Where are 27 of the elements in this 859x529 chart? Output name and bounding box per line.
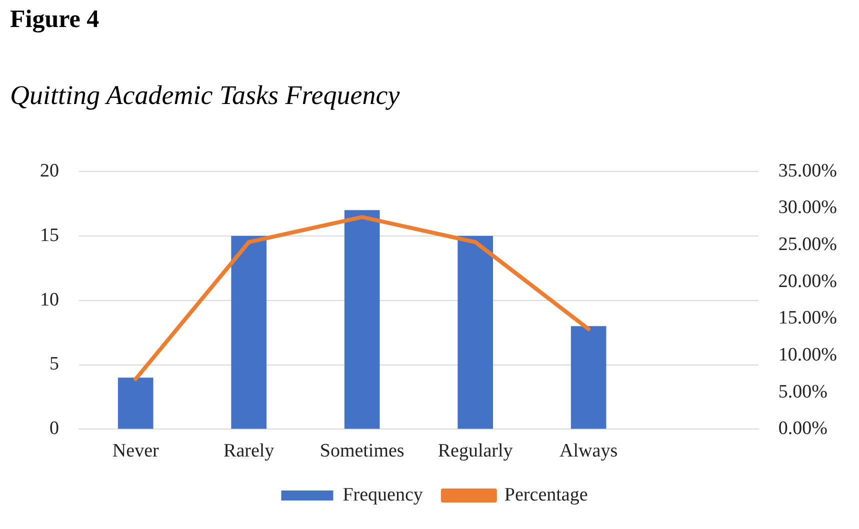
y-tick-label: 15: [40, 224, 59, 246]
y-tick-label: 0: [50, 418, 59, 440]
bar: [570, 326, 606, 429]
y2-tick-label: 10.00%: [778, 344, 838, 366]
bar: [231, 236, 267, 429]
bar: [344, 210, 380, 429]
legend-label: Percentage: [504, 484, 588, 506]
y-tick-label: 20: [40, 160, 59, 182]
bar: [458, 236, 493, 429]
x-tick-label: Regularly: [438, 440, 514, 462]
y-tick-label: 5: [50, 354, 59, 375]
y2-tick-label: 5.00%: [778, 381, 828, 402]
x-tick-label: Never: [112, 440, 160, 462]
chart-subtitle: Quitting Academic Tasks Frequency: [10, 80, 400, 111]
x-tick-label: Always: [560, 440, 618, 462]
y2-tick-label: 0.00%: [778, 418, 828, 440]
y2-tick-label: 30.00%: [778, 197, 838, 218]
y2-tick-label: 15.00%: [778, 308, 838, 329]
y-tick-label: 10: [40, 289, 59, 310]
bar: [118, 378, 154, 429]
y2-tick-label: 25.00%: [778, 234, 838, 256]
y2-tick-label: 35.00%: [778, 160, 838, 182]
x-tick-label: Sometimes: [320, 440, 404, 462]
y2-tick-label: 20.00%: [778, 270, 838, 292]
chart-title: Figure 4: [10, 6, 100, 34]
x-tick-label: Rarely: [224, 440, 275, 462]
legend-label: Frequency: [342, 484, 424, 506]
